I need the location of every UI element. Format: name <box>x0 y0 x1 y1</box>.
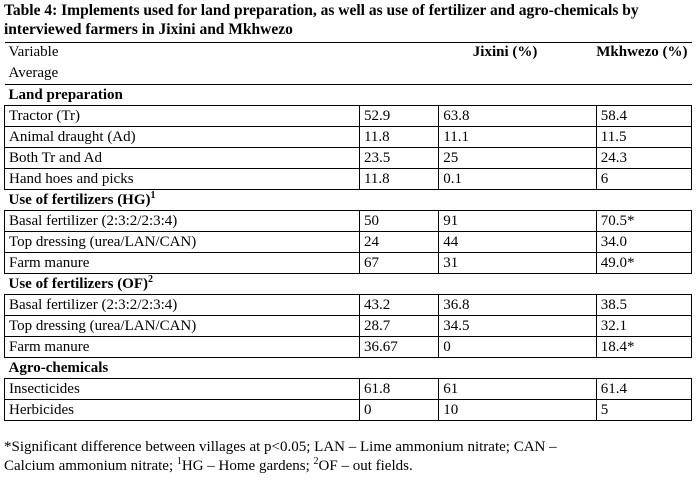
row-label: Basal fertilizer (2:3:2/2:3:4) <box>4 294 360 316</box>
table-row: Both Tr and Ad 23.5 25 24.3 <box>4 147 693 169</box>
table-row: Top dressing (urea/LAN/CAN) 24 44 34.0 <box>4 231 693 253</box>
value-cell: 11.1 <box>438 126 597 148</box>
table-footnote: *Significant difference between villages… <box>4 438 694 476</box>
value-cell: 52.9 <box>358 105 440 127</box>
value-cell: 5 <box>595 399 693 421</box>
table-row: Basal fertilizer (2:3:2/2:3:4) 43.2 36.8 38… <box>4 294 693 316</box>
table-row: Farm manure 67 31 49.0* <box>4 252 693 274</box>
value-cell: 36.67 <box>358 336 440 358</box>
row-label: Herbicides <box>4 399 360 421</box>
footnote-line-2: Calcium ammonium nitrate; 1HG – Home gar… <box>4 456 413 475</box>
value-cell: 50 <box>358 210 440 232</box>
value-cell: 18.4* <box>595 336 693 358</box>
row-label: Farm manure <box>4 336 360 358</box>
value-cell: 0.1 <box>438 168 597 190</box>
row-label: Tractor (Tr) <box>4 105 360 127</box>
value-cell: 32.1 <box>595 315 693 337</box>
row-label: Hand hoes and picks <box>4 168 360 190</box>
value-cell: 36.8 <box>438 294 597 316</box>
row-label: Insecticides <box>4 378 360 400</box>
section-header-row: Use of fertilizers (HG)1 <box>4 189 692 211</box>
value-cell: 28.7 <box>358 315 440 337</box>
value-cell: 34.0 <box>595 231 693 253</box>
value-cell: 67 <box>358 252 440 274</box>
row-label: Animal draught (Ad) <box>4 126 360 148</box>
row-label: Basal fertilizer (2:3:2/2:3:4) <box>4 210 360 232</box>
value-cell: 61.8 <box>358 378 440 400</box>
section-title: Use of fertilizers (OF)2 <box>4 273 692 295</box>
section-title: Agro-chemicals <box>4 357 692 379</box>
footnote-line-1: *Significant difference between villages… <box>4 439 557 455</box>
table-row: Hand hoes and picks 11.8 0.1 6 <box>4 168 693 190</box>
value-cell: 91 <box>438 210 597 232</box>
jixini-header: Jixini (%) <box>438 42 597 64</box>
value-cell: 11.8 <box>358 168 440 190</box>
table-row: Basal fertilizer (2:3:2/2:3:4) 50 91 70.5* <box>4 210 693 232</box>
data-table: Variable Jixini (%) Mkhwezo (%) Average … <box>4 42 693 421</box>
header-row: Variable Jixini (%) Mkhwezo (%) <box>4 42 692 64</box>
section-title: Land preparation <box>4 84 692 106</box>
table-row: Animal draught (Ad) 11.8 11.1 11.5 <box>4 126 693 148</box>
row-label: Top dressing (urea/LAN/CAN) <box>4 231 360 253</box>
section-header-row: Agro-chemicals <box>4 357 692 379</box>
section-header-row: Land preparation <box>4 84 692 106</box>
value-cell: 49.0* <box>595 252 693 274</box>
section-header-row: Use of fertilizers (OF)2 <box>4 273 692 295</box>
value-cell: 61.4 <box>595 378 693 400</box>
variable-header: Variable <box>4 42 360 64</box>
value-cell: 0 <box>358 399 440 421</box>
section-title: Use of fertilizers (HG)1 <box>4 189 692 211</box>
value-cell: 11.8 <box>358 126 440 148</box>
value-cell: 25 <box>438 147 597 169</box>
table-row: Herbicides 0 10 5 <box>4 399 693 421</box>
table-body: Variable Jixini (%) Mkhwezo (%) Average … <box>4 42 693 421</box>
value-cell: 44 <box>438 231 597 253</box>
value-cell: 24 <box>358 231 440 253</box>
table-row: Top dressing (urea/LAN/CAN) 28.7 34.5 32.1 <box>4 315 693 337</box>
average-header: Average <box>8 65 59 81</box>
row-label: Top dressing (urea/LAN/CAN) <box>4 315 360 337</box>
value-cell: 10 <box>438 399 597 421</box>
value-cell: 6 <box>595 168 693 190</box>
value-cell: 34.5 <box>438 315 597 337</box>
value-cell: 11.5 <box>595 126 693 148</box>
value-cell: 43.2 <box>358 294 440 316</box>
value-cell: 61 <box>438 378 597 400</box>
table-row: Farm manure 36.67 0 18.4* <box>4 336 693 358</box>
mkhwezo-header: Mkhwezo (%) <box>596 42 692 64</box>
value-cell: 24.3 <box>595 147 693 169</box>
value-cell: 38.5 <box>595 294 693 316</box>
row-label: Both Tr and Ad <box>4 147 360 169</box>
table-caption: Table 4: Implements used for land prepar… <box>4 2 639 38</box>
header-row-2: Average <box>5 64 692 85</box>
value-cell: 31 <box>438 252 597 274</box>
value-cell: 23.5 <box>358 147 440 169</box>
row-label: Farm manure <box>4 252 360 274</box>
value-cell: 63.8 <box>438 105 597 127</box>
table-row: Insecticides 61.8 61 61.4 <box>4 378 693 400</box>
value-cell: 70.5* <box>595 210 693 232</box>
table-row: Tractor (Tr) 52.9 63.8 58.4 <box>4 105 693 127</box>
value-cell: 58.4 <box>595 105 693 127</box>
value-cell: 0 <box>438 336 597 358</box>
